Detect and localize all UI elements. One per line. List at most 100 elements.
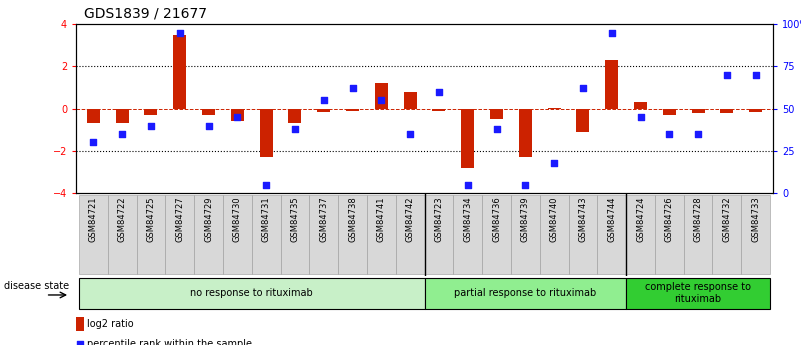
Bar <box>396 195 425 274</box>
Text: GSM84721: GSM84721 <box>89 197 98 242</box>
Bar <box>482 195 511 274</box>
Bar <box>346 109 359 111</box>
Bar <box>490 109 503 119</box>
Bar <box>626 195 655 274</box>
Text: GSM84741: GSM84741 <box>376 197 386 242</box>
Bar <box>79 278 425 309</box>
Point <box>720 72 733 78</box>
Point <box>202 123 215 128</box>
Bar <box>453 195 482 274</box>
Bar <box>252 195 280 274</box>
Bar <box>598 195 626 274</box>
Point <box>490 126 503 132</box>
Bar <box>749 109 763 112</box>
Point <box>74 342 87 345</box>
Point <box>404 131 417 137</box>
Text: percentile rank within the sample: percentile rank within the sample <box>87 339 252 345</box>
Text: GSM84743: GSM84743 <box>578 197 587 242</box>
Point <box>173 30 186 35</box>
Bar <box>115 109 129 124</box>
Text: GSM84744: GSM84744 <box>607 197 616 242</box>
Bar <box>461 109 474 168</box>
Text: GSM84735: GSM84735 <box>291 197 300 242</box>
Bar <box>260 109 272 157</box>
Text: GSM84738: GSM84738 <box>348 197 357 242</box>
Point <box>87 140 100 145</box>
Point <box>288 126 301 132</box>
Bar <box>288 109 301 124</box>
Bar <box>76 317 84 331</box>
Bar <box>540 195 569 274</box>
Text: no response to rituximab: no response to rituximab <box>191 288 313 298</box>
Text: GSM84729: GSM84729 <box>204 197 213 242</box>
Text: log2 ratio: log2 ratio <box>87 319 134 329</box>
Text: GSM84728: GSM84728 <box>694 197 702 242</box>
Bar <box>662 109 676 115</box>
Bar <box>280 195 309 274</box>
Point <box>577 86 590 91</box>
Point <box>461 182 474 188</box>
Bar <box>626 278 770 309</box>
Text: GSM84731: GSM84731 <box>262 197 271 242</box>
Point <box>519 182 532 188</box>
Text: GSM84725: GSM84725 <box>147 197 155 242</box>
Bar <box>655 195 684 274</box>
Bar <box>425 278 626 309</box>
Point <box>346 86 359 91</box>
Text: GSM84722: GSM84722 <box>118 197 127 242</box>
Bar <box>634 102 647 109</box>
Bar <box>317 109 330 112</box>
Text: GDS1839 / 21677: GDS1839 / 21677 <box>84 7 207 21</box>
Bar <box>338 195 367 274</box>
Point <box>317 97 330 103</box>
Bar <box>202 109 215 115</box>
Bar <box>548 108 561 109</box>
Text: complete response to
rituximab: complete response to rituximab <box>645 283 751 304</box>
Text: GSM84724: GSM84724 <box>636 197 645 242</box>
Bar <box>511 195 540 274</box>
Point <box>433 89 445 95</box>
Text: GSM84734: GSM84734 <box>463 197 473 242</box>
Bar <box>309 195 338 274</box>
Point <box>663 131 676 137</box>
Bar <box>433 109 445 111</box>
Text: GSM84732: GSM84732 <box>723 197 731 242</box>
Bar <box>519 109 532 157</box>
Bar <box>144 109 158 115</box>
Bar <box>173 35 187 109</box>
Text: GSM84727: GSM84727 <box>175 197 184 242</box>
Bar <box>404 92 417 109</box>
Bar <box>367 195 396 274</box>
Bar <box>136 195 165 274</box>
Point <box>116 131 129 137</box>
Bar <box>79 195 108 274</box>
Point <box>260 182 272 188</box>
Point <box>692 131 705 137</box>
Point <box>144 123 157 128</box>
Point <box>548 160 561 166</box>
Bar <box>108 195 136 274</box>
Bar <box>713 195 741 274</box>
Point <box>375 97 388 103</box>
Text: GSM84726: GSM84726 <box>665 197 674 242</box>
Bar <box>577 109 590 132</box>
Text: GSM84723: GSM84723 <box>434 197 444 242</box>
Bar <box>165 195 194 274</box>
Bar <box>231 109 244 121</box>
Point <box>231 114 244 120</box>
Text: GSM84730: GSM84730 <box>233 197 242 242</box>
Text: GSM84740: GSM84740 <box>549 197 558 242</box>
Bar <box>691 109 705 113</box>
Bar <box>375 83 388 109</box>
Text: partial response to rituximab: partial response to rituximab <box>454 288 597 298</box>
Point <box>606 30 618 35</box>
Text: GSM84739: GSM84739 <box>521 197 529 242</box>
Point <box>634 114 647 120</box>
Text: GSM84742: GSM84742 <box>405 197 415 242</box>
Bar <box>684 195 713 274</box>
Bar <box>87 109 100 124</box>
Bar <box>425 195 453 274</box>
Bar <box>223 195 252 274</box>
Text: GSM84736: GSM84736 <box>492 197 501 242</box>
Point <box>749 72 762 78</box>
